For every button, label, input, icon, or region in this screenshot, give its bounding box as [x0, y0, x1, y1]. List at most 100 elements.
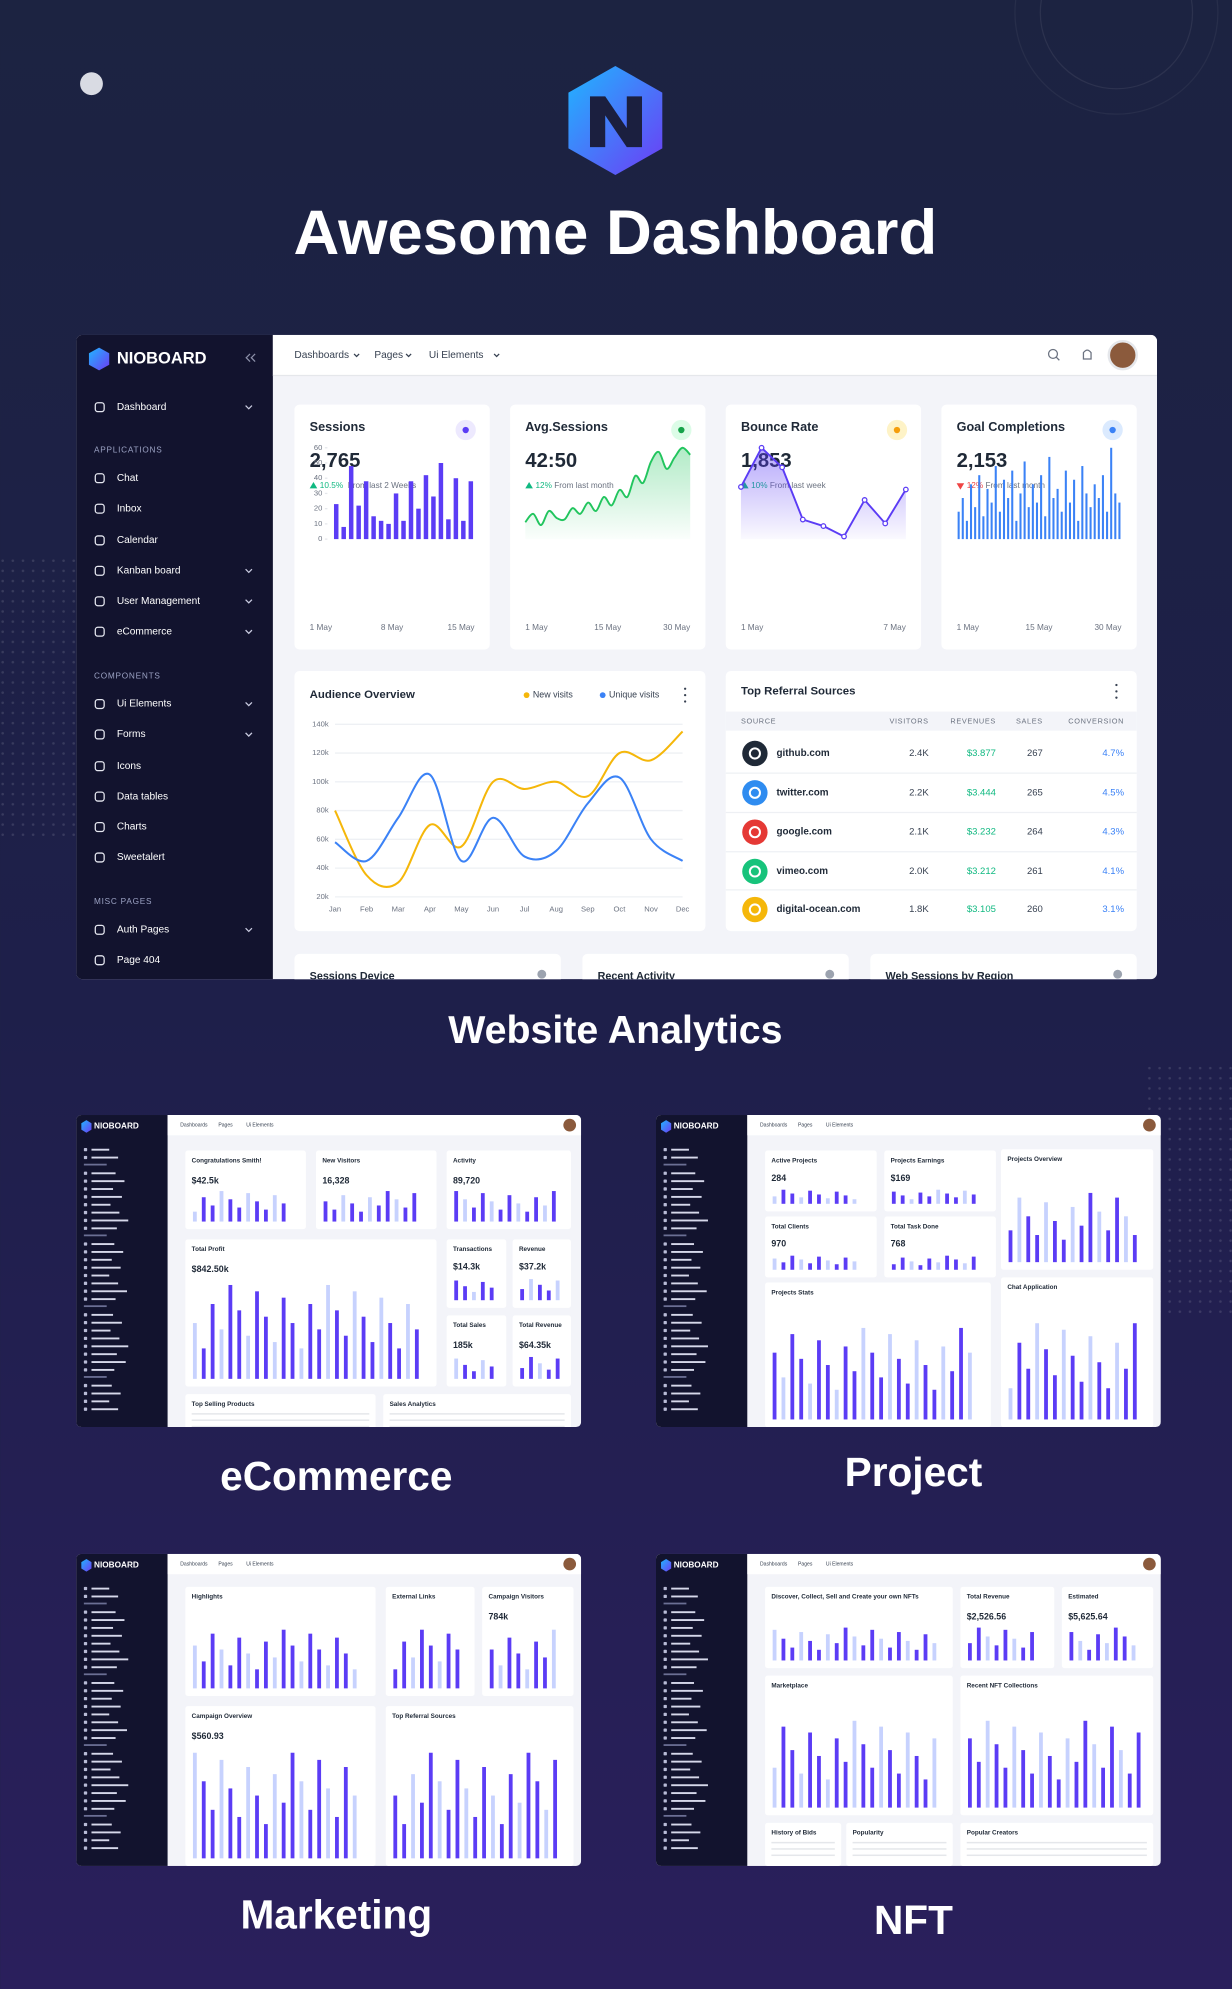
menu-line: [671, 1298, 696, 1301]
nav-item[interactable]: Pages: [374, 350, 403, 361]
sidebar-item[interactable]: Forms: [117, 729, 146, 740]
deco-bar: [941, 1346, 946, 1420]
thumbnail-caption: Project: [845, 1449, 983, 1495]
card-title: Chat Application: [1007, 1284, 1057, 1291]
menu-line: [671, 1682, 695, 1684]
deco-bar: [246, 1767, 251, 1859]
thumbnail[interactable]: NIOBOARD Dashboards Pages Ui Elements Discov…: [655, 1553, 1161, 1866]
menu-line: [91, 1713, 110, 1716]
sidebar-item[interactable]: Charts: [117, 822, 147, 833]
sidebar-item[interactable]: Calendar: [117, 535, 159, 546]
deco-bar: [781, 1377, 786, 1420]
x-tick-label: Aug: [549, 905, 563, 914]
deco-bar: [790, 1255, 795, 1270]
bar: [1040, 475, 1043, 540]
deco-bar: [799, 1773, 804, 1808]
deco-bar: [1035, 1235, 1040, 1263]
sidebar-item[interactable]: Data tables: [117, 791, 168, 802]
thumbnail[interactable]: NIOBOARD Dashboards Pages Ui Elements Highli…: [76, 1553, 582, 1866]
stat-badge-dot: [462, 426, 469, 434]
menu-line: [671, 1626, 693, 1629]
sidebar-icon: [94, 852, 105, 863]
deco-bar: [517, 1802, 522, 1859]
menu-line: [91, 1203, 111, 1206]
x-tick-label: Apr: [424, 905, 436, 914]
menu-line: [671, 1587, 689, 1590]
thumbnail[interactable]: NIOBOARD Dashboards Pages Ui Elements Active…: [655, 1115, 1161, 1428]
deco-bar: [397, 1348, 401, 1379]
deco-bar: [1106, 1388, 1111, 1420]
deco-bar: [394, 1199, 399, 1222]
menu-line: [83, 1665, 88, 1669]
deco-bar: [352, 1669, 357, 1689]
search-icon[interactable]: [1047, 348, 1059, 359]
menu-line: [83, 1218, 88, 1223]
menu-line: [663, 1610, 667, 1614]
sidebar-item[interactable]: Ui Elements: [117, 699, 172, 710]
y-tick-label: 60k: [316, 834, 328, 843]
logo: [568, 65, 663, 176]
card-value: $37.2k: [519, 1262, 546, 1272]
deco-bar: [343, 1767, 348, 1859]
deco-bar: [370, 1342, 375, 1379]
sidebar-item[interactable]: User Management: [117, 596, 200, 607]
menu-line: [663, 1336, 667, 1341]
avatar: [563, 1557, 577, 1571]
sidebar-item[interactable]: Inbox: [117, 503, 142, 514]
menu-line: [663, 1689, 667, 1693]
deco-bar: [219, 1191, 224, 1222]
sidebar-item[interactable]: Chat: [117, 473, 139, 484]
deco-bar: [1087, 1649, 1092, 1661]
avatar[interactable]: [1107, 339, 1138, 371]
sidebar-item[interactable]: eCommerce: [117, 626, 173, 637]
deco-bar: [1044, 1202, 1048, 1263]
chevron: [245, 568, 253, 574]
nav-item[interactable]: Dashboards: [294, 350, 349, 361]
deco-bar: [817, 1755, 821, 1808]
deco-bar: [1115, 1342, 1119, 1420]
deco-bar: [201, 1348, 206, 1379]
deco-bar: [402, 1824, 407, 1859]
bar: [990, 502, 993, 540]
sidebar-item[interactable]: Dashboard: [117, 402, 167, 413]
deco-bar: [428, 1752, 433, 1859]
stat-note: From last month: [986, 481, 1046, 490]
menu-line: [671, 1619, 705, 1622]
menu-heading: [83, 1305, 107, 1308]
menu-line: [83, 1297, 88, 1301]
menu-line: [663, 1321, 667, 1325]
thumbnail-caption: NFT: [874, 1897, 953, 1943]
nav-item[interactable]: Ui Elements: [429, 350, 484, 361]
deco-bar: [335, 1310, 339, 1379]
bell-icon[interactable]: [1082, 349, 1092, 360]
deco-bar: [888, 1750, 892, 1808]
menu-line: [83, 1265, 88, 1270]
bar: [969, 484, 973, 540]
menu-line: [83, 1752, 88, 1756]
card-title: Total Task Done: [891, 1223, 939, 1230]
deco-bar: [896, 1358, 901, 1420]
sidebar-item[interactable]: Sweetalert: [117, 852, 165, 863]
sidebar-item[interactable]: Kanban board: [117, 565, 181, 576]
menu-line: [663, 1641, 667, 1646]
deco-bar: [843, 1195, 848, 1204]
card: [960, 1675, 1154, 1816]
card: [725, 671, 1137, 932]
sidebar-item[interactable]: Page 404: [117, 955, 161, 966]
deco-bar: [1030, 1632, 1034, 1661]
sidebar-item[interactable]: Auth Pages: [117, 924, 169, 935]
bar: [1002, 479, 1006, 540]
menu-line: [671, 1847, 698, 1850]
thumbnail[interactable]: NIOBOARD Dashboards Pages Ui Elements Congra…: [76, 1115, 582, 1432]
menu-line: [91, 1384, 112, 1387]
menu-line: [91, 1626, 114, 1629]
point: [861, 497, 868, 503]
deco-bar: [454, 1280, 459, 1301]
deco-bar: [1021, 1647, 1026, 1661]
deco-bar: [537, 1284, 542, 1301]
sidebar-item[interactable]: Icons: [117, 761, 141, 772]
thumbnail-screen: NIOBOARD Dashboards Pages Ui Elements Active…: [655, 1115, 1161, 1428]
menu-line: [83, 1352, 88, 1356]
deco-bar: [272, 1195, 277, 1222]
